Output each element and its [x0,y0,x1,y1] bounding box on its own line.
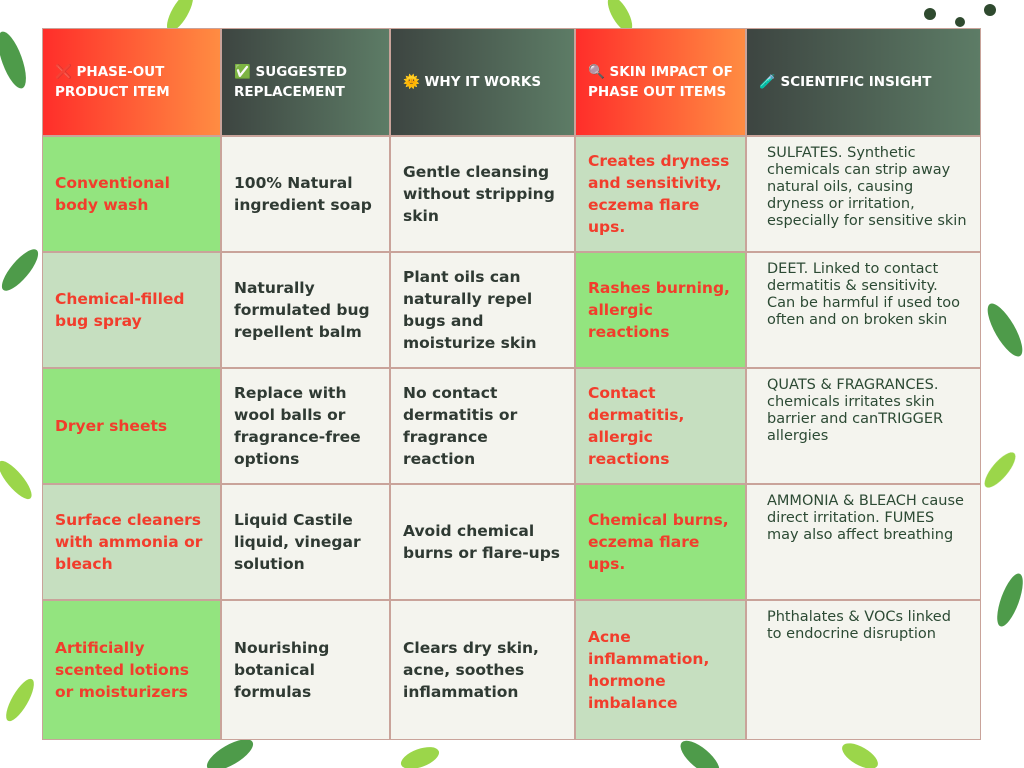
header-cell: 🌞 WHY IT WORKS [390,28,575,136]
table-cell: Acne inflammation, hormone imbalance [575,600,746,740]
table-cell: Phthalates & VOCs linked to endocrine di… [746,600,981,740]
table-cell: Naturally formulated bug repellent balm [221,252,390,368]
table-cell: Chemical-filled bug spray [42,252,221,368]
table-cell: Chemical burns, eczema flare ups. [575,484,746,600]
table-cell: Creates dryness and sensitivity, eczema … [575,136,746,252]
table-cell: Dryer sheets [42,368,221,484]
table-cell: 100% Natural ingredient soap [221,136,390,252]
table-cell: Plant oils can naturally repel bugs and … [390,252,575,368]
table-cell: Nourishing botanical formulas [221,600,390,740]
table-cell: QUATS & FRAGRANCES. chemicals irritates … [746,368,981,484]
header-cell: 🧪 SCIENTIFIC INSIGHT [746,28,981,136]
table-cell: AMMONIA & BLEACH cause direct irritation… [746,484,981,600]
table-cell: Artificially scented lotions or moisturi… [42,600,221,740]
table-cell: Surface cleaners with ammonia or bleach [42,484,221,600]
table-cell: SULFATES. Synthetic chemicals can strip … [746,136,981,252]
table-cell: Rashes burning, allergic reactions [575,252,746,368]
header-cell: ✅ SUGGESTED REPLACEMENT [221,28,390,136]
table-cell: Liquid Castile liquid, vinegar solution [221,484,390,600]
header-cell: 🔍 SKIN IMPACT OF PHASE OUT ITEMS [575,28,746,136]
table-cell: Avoid chemical burns or flare-ups [390,484,575,600]
table-cell: Gentle cleansing without stripping skin [390,136,575,252]
comparison-table: ❌ PHASE-OUT PRODUCT ITEM ✅ SUGGESTED REPL… [42,28,981,740]
table-cell: Replace with wool balls or fragrance-fre… [221,368,390,484]
header-cell: ❌ PHASE-OUT PRODUCT ITEM [42,28,221,136]
table-cell: Clears dry skin, acne, soothes inflammat… [390,600,575,740]
table-cell: No contact dermatitis or fragrance react… [390,368,575,484]
table-cell: DEET. Linked to contact dermatitis & sen… [746,252,981,368]
table-cell: Conventional body wash [42,136,221,252]
table-cell: Contact dermatitis, allergic reactions [575,368,746,484]
